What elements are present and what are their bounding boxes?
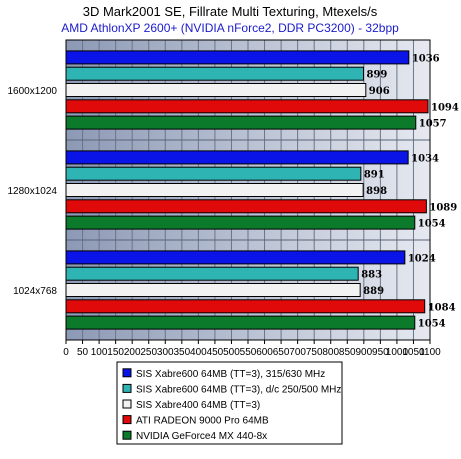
- data-label: 898: [366, 186, 387, 197]
- x-tick-label: 750: [306, 347, 323, 358]
- data-label: 1084: [428, 302, 456, 313]
- data-label: 899: [366, 70, 387, 81]
- x-tick-label: 0: [63, 347, 69, 358]
- legend-swatch: [122, 399, 132, 409]
- bar: [65, 283, 361, 297]
- data-label: 1024: [408, 253, 436, 264]
- bar: [65, 83, 367, 97]
- legend-label: SIS Xabre600 64MB (TT=3), d/c 250/500 MH…: [136, 384, 341, 395]
- data-label: 1057: [419, 119, 447, 130]
- bar: [65, 183, 364, 197]
- legend-swatch: [122, 368, 132, 378]
- bar: [65, 50, 410, 65]
- legend-box: [116, 361, 343, 445]
- chart-subtitle: AMD AthlonXP 2600+ (NVIDIA nForce2, DDR …: [61, 21, 399, 35]
- data-label: 1036: [412, 53, 440, 64]
- legend-label: ATI RADEON 9000 Pro 64MB: [136, 416, 269, 427]
- x-tick-label: 600: [256, 347, 273, 358]
- bars: 1036 899 906 1094 1057 1034 891 898 1089 1054 1024…: [65, 50, 459, 330]
- x-tick-label: 1000: [386, 347, 409, 358]
- legend-swatch: [122, 415, 132, 425]
- data-label: 1054: [418, 219, 446, 230]
- legend-label: SIS Xabre400 64MB (TT=3): [136, 400, 260, 411]
- x-tick-label: 150: [107, 347, 124, 358]
- axes: 1600x1200 1280x1024 1024x768 0 50 100 150 200 25…: [8, 39, 441, 358]
- data-label: 883: [361, 270, 382, 281]
- x-tick-label: 400: [190, 347, 207, 358]
- data-label: 1094: [431, 102, 459, 113]
- x-tick-label: 250: [140, 347, 157, 358]
- bar: [65, 166, 362, 181]
- bar: [65, 99, 429, 114]
- data-label: 889: [363, 286, 384, 297]
- x-tick-label: 350: [173, 347, 190, 358]
- legend-label: NVIDIA GeForce4 MX 440-8x: [136, 431, 267, 442]
- x-tick-label: 1050: [402, 347, 425, 358]
- legend-swatch: [122, 383, 132, 393]
- x-tick-label: 800: [322, 347, 339, 358]
- x-tick-label: 650: [273, 347, 290, 358]
- category-label: 1600x1200: [8, 86, 58, 97]
- bar: [65, 115, 417, 130]
- x-tick-label: 450: [207, 347, 224, 358]
- x-tick-label: 550: [240, 347, 257, 358]
- x-tick-label: 300: [157, 347, 174, 358]
- bar: [65, 199, 427, 214]
- x-tick-label: 100: [91, 347, 108, 358]
- bar: [65, 215, 416, 230]
- data-label: 1089: [429, 202, 457, 213]
- bar: [65, 266, 359, 281]
- bar: [65, 66, 364, 81]
- legend: SIS Xabre600 64MB (TT=3), 315/630 MHz SIS…: [116, 361, 343, 445]
- bar: [65, 315, 416, 330]
- x-tick-label: 700: [289, 347, 306, 358]
- bar: [65, 299, 426, 314]
- x-tick-label: 950: [372, 347, 389, 358]
- category-label: 1024x768: [13, 286, 57, 297]
- legend-swatch: [122, 430, 132, 440]
- data-label: 891: [364, 170, 385, 181]
- data-label: 1034: [411, 153, 439, 164]
- x-tick-label: 1100: [419, 347, 441, 358]
- x-tick-label: 850: [339, 347, 356, 358]
- data-label: 906: [369, 86, 390, 97]
- x-tick-label: 900: [355, 347, 372, 358]
- category-label: 1280x1024: [8, 186, 58, 197]
- bar: [65, 150, 409, 165]
- chart-title: 3D Mark2001 SE, Fillrate Multi Texturing…: [83, 4, 378, 19]
- data-label: 1054: [418, 319, 446, 330]
- x-tick-label: 200: [124, 347, 141, 358]
- x-tick-label: 500: [223, 347, 240, 358]
- x-tick-label: 50: [77, 347, 89, 358]
- bar: [65, 250, 406, 265]
- legend-label: SIS Xabre600 64MB (TT=3), 315/630 MHz: [136, 369, 325, 380]
